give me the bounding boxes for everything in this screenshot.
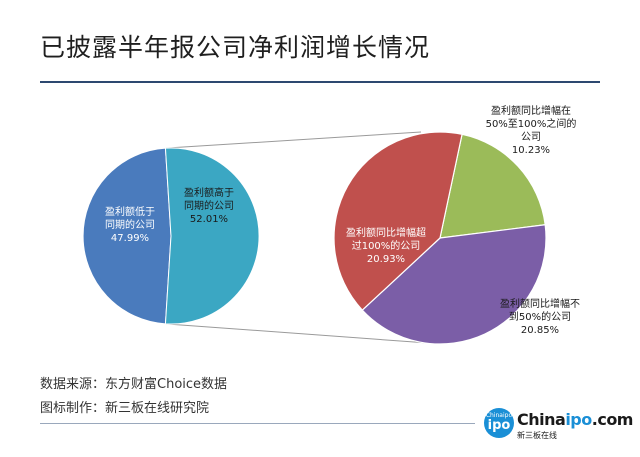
chart-maker-note: 图标制作：新三板在线研究院 xyxy=(40,401,210,416)
main-pie-slice-lower xyxy=(82,147,172,325)
logo-word-prefix: China xyxy=(517,410,566,429)
label-main-higher: 盈利额高于同期的公司 52.01% xyxy=(184,186,234,225)
logo-badge-icon: Chinaipo ipo xyxy=(484,408,514,438)
data-source-note: 数据来源：东方财富Choice数据 xyxy=(40,377,228,392)
logo-wordmark: Chinaipo.com xyxy=(517,410,633,429)
logo-word-highlight: ipo xyxy=(565,410,592,429)
label-secondary-under-50: 盈利额同比增幅不到50%的公司 20.85% xyxy=(500,297,580,336)
secondary-pie-slice-under-50 xyxy=(361,224,547,345)
logo-subtitle: 新三板在线 xyxy=(517,431,557,440)
chinaipo-logo: Chinaipo ipo Chinaipo.com 新三板在线 xyxy=(484,408,633,442)
logo-badge-small-text: Chinaipo xyxy=(485,412,513,419)
logo-word-suffix: .com xyxy=(591,410,634,429)
footer-divider xyxy=(40,423,475,424)
main-pie-slice-higher xyxy=(164,147,260,325)
connector-line-bottom xyxy=(165,323,429,344)
secondary-pie-slice-50-100 xyxy=(439,133,546,239)
secondary-pie-slice-over-100 xyxy=(333,131,463,311)
logo-badge-big-text: ipo xyxy=(487,418,511,433)
label-secondary-over-100: 盈利额同比增幅超过100%的公司 20.93% xyxy=(346,226,426,265)
label-secondary-50-100: 盈利额同比增幅在 50%至100%之间的公司 10.23% xyxy=(486,104,577,156)
page-title: 已披露半年报公司净利润增长情况 xyxy=(40,33,431,62)
title-divider xyxy=(40,81,600,83)
label-main-lower: 盈利额低于同期的公司 47.99% xyxy=(105,205,155,244)
connector-line-top xyxy=(165,131,422,149)
